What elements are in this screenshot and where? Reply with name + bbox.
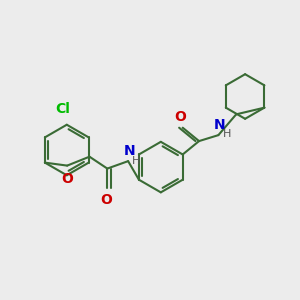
Text: N: N	[124, 144, 135, 158]
Text: H: H	[132, 156, 141, 166]
Text: Cl: Cl	[55, 102, 70, 116]
Text: O: O	[174, 110, 186, 124]
Text: H: H	[223, 129, 232, 139]
Text: N: N	[214, 118, 226, 132]
Text: O: O	[61, 172, 73, 186]
Text: O: O	[100, 193, 112, 207]
